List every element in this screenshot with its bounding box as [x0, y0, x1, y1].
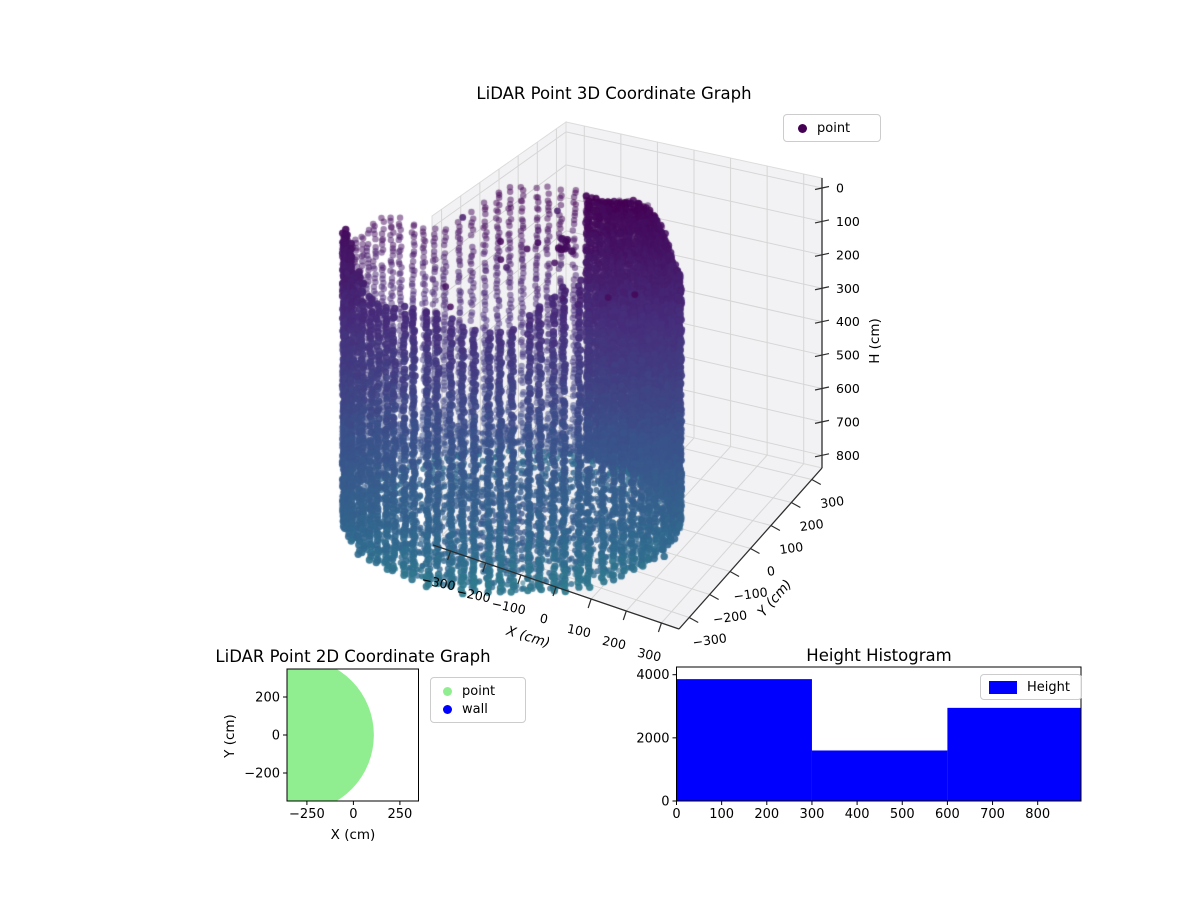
- svg-text:−200: −200: [455, 584, 492, 606]
- plot2d-x-axis-label: X (cm): [331, 827, 376, 843]
- svg-text:100: 100: [709, 807, 734, 822]
- svg-text:−300: −300: [692, 630, 728, 650]
- svg-text:300: 300: [800, 807, 825, 822]
- height-series-swatch-icon: [989, 680, 1017, 694]
- svg-text:100: 100: [778, 539, 804, 557]
- svg-text:100: 100: [566, 621, 593, 641]
- wall-marker-icon: [443, 704, 452, 714]
- svg-text:−200: −200: [712, 607, 748, 627]
- svg-text:500: 500: [890, 807, 915, 822]
- plot2d-legend-label-point: point: [462, 683, 496, 699]
- plot3d-h-axis-label: H (cm): [867, 318, 883, 364]
- svg-text:200: 200: [836, 247, 860, 262]
- plot2d-legend-item-wall: wall: [439, 702, 515, 717]
- svg-text:600: 600: [935, 807, 960, 822]
- svg-text:−300: −300: [420, 572, 457, 594]
- hist-legend-item: Height: [989, 680, 1071, 695]
- svg-text:500: 500: [836, 348, 860, 363]
- svg-text:0: 0: [661, 795, 669, 810]
- svg-text:−250: −250: [289, 807, 325, 822]
- hist-legend-label: Height: [1027, 679, 1070, 695]
- svg-text:−100: −100: [490, 596, 527, 618]
- svg-text:250: 250: [387, 807, 412, 822]
- svg-text:400: 400: [836, 314, 860, 329]
- svg-text:400: 400: [845, 807, 870, 822]
- svg-text:2000: 2000: [636, 731, 669, 746]
- svg-text:−100: −100: [732, 584, 768, 604]
- svg-text:200: 200: [754, 807, 779, 822]
- svg-text:0: 0: [349, 807, 357, 822]
- point-marker-icon: [443, 686, 452, 696]
- svg-text:800: 800: [836, 448, 860, 463]
- plot3d-legend-label: point: [817, 120, 851, 136]
- svg-text:300: 300: [836, 281, 860, 296]
- plot2d-legend-label-wall: wall: [462, 701, 488, 717]
- svg-text:800: 800: [1025, 807, 1050, 822]
- hist-title: Height Histogram: [806, 646, 952, 665]
- svg-text:600: 600: [836, 381, 860, 396]
- svg-text:300: 300: [636, 645, 663, 665]
- svg-text:−200: −200: [244, 767, 280, 782]
- svg-text:0: 0: [766, 563, 776, 579]
- plot2d-legend-item-point: point: [439, 684, 515, 699]
- svg-text:0: 0: [836, 181, 844, 196]
- svg-text:100: 100: [836, 214, 860, 229]
- plot3d-x-axis-label: X (cm): [504, 623, 552, 652]
- plot2d-y-axis-label: Y (cm): [222, 714, 238, 759]
- svg-text:700: 700: [980, 807, 1005, 822]
- hist-legend: Height: [980, 674, 1082, 700]
- point-marker-icon: [798, 123, 807, 133]
- plot3d-legend-item: point: [792, 121, 870, 136]
- svg-text:300: 300: [819, 493, 845, 511]
- plot2d-title: LiDAR Point 2D Coordinate Graph: [215, 647, 491, 666]
- svg-text:200: 200: [799, 516, 825, 534]
- svg-text:0: 0: [538, 610, 549, 626]
- svg-text:200: 200: [255, 691, 280, 706]
- svg-text:4000: 4000: [636, 668, 669, 683]
- svg-text:700: 700: [836, 414, 860, 429]
- plot2d-legend: point wall: [430, 677, 526, 723]
- plot3d-legend: point: [783, 114, 881, 142]
- svg-text:200: 200: [601, 633, 628, 653]
- svg-text:0: 0: [672, 807, 680, 822]
- svg-text:0: 0: [272, 729, 280, 744]
- plot3d-title: LiDAR Point 3D Coordinate Graph: [476, 84, 752, 103]
